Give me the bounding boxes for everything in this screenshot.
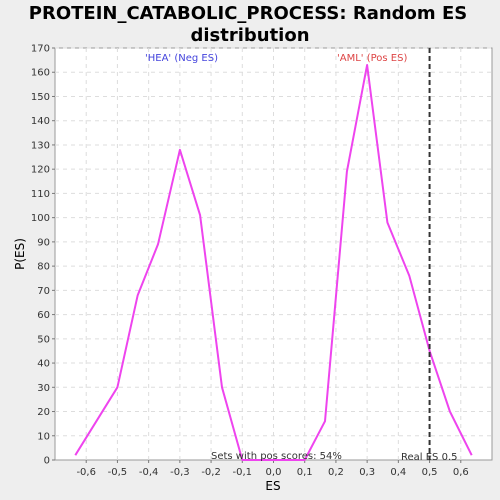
x-tick-label: 0,5	[422, 467, 438, 478]
y-tick-label: 100	[31, 213, 50, 224]
x-tick-label: -0,1	[233, 467, 253, 478]
y-tick-label: 110	[31, 189, 50, 200]
plot-area	[54, 47, 493, 461]
x-tick-label: 0,1	[297, 467, 313, 478]
y-tick-label: 20	[37, 407, 50, 418]
x-tick-label: 0,2	[328, 467, 344, 478]
y-tick-label: 120	[31, 165, 50, 176]
grid	[55, 47, 492, 460]
y-tick-label: 0	[44, 456, 50, 467]
x-tick-label: -0,5	[108, 467, 128, 478]
x-tick-label: -0,3	[170, 467, 190, 478]
axis-ticks: 0 10 20 30 40 50 60 70 80 90 100 110 120 130 140 150 160…	[31, 44, 469, 479]
x-tick-label: 0,0	[266, 467, 282, 478]
x-tick-label: 0,3	[359, 467, 375, 478]
x-tick-label: -0,2	[201, 467, 221, 478]
y-tick-label: 10	[37, 431, 50, 442]
y-axis-label: P(ES)	[13, 238, 27, 270]
chart-title-line1: PROTEIN_CATABOLIC_PROCESS: Random ES	[29, 3, 467, 24]
y-tick-label: 140	[31, 116, 50, 127]
x-tick-label: -0,6	[76, 467, 96, 478]
y-tick-label: 80	[37, 262, 50, 273]
y-tick-label: 150	[31, 92, 50, 103]
sets-pos-scores-text: Sets with pos scores: 54%	[211, 451, 342, 462]
real-es-text: Real ES 0.5	[401, 452, 457, 463]
series-line	[74, 64, 473, 461]
neg-es-label: 'HEA' (Neg ES)	[145, 53, 218, 64]
y-tick-label: 70	[37, 286, 50, 297]
y-tick-label: 60	[37, 310, 50, 321]
y-tick-label: 40	[37, 359, 50, 370]
y-tick-label: 170	[31, 44, 50, 55]
y-tick-label: 130	[31, 140, 50, 151]
series-layer	[74, 64, 473, 461]
y-tick-label: 90	[37, 237, 50, 248]
y-tick-label: 30	[37, 383, 50, 394]
x-tick-label: -0,4	[139, 467, 159, 478]
x-tick-label: 0,4	[390, 467, 406, 478]
pos-es-label: 'AML' (Pos ES)	[337, 53, 407, 64]
y-tick-label: 50	[37, 334, 50, 345]
chart-title-line2: distribution	[190, 25, 309, 46]
y-tick-label: 160	[31, 68, 50, 79]
x-tick-label: 0,6	[453, 467, 469, 478]
x-axis-label: ES	[265, 479, 280, 493]
